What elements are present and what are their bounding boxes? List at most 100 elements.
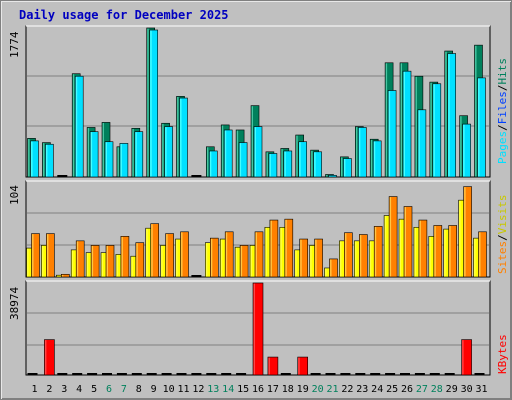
pages-bar bbox=[89, 131, 99, 178]
x-tick-label: 27 bbox=[416, 384, 428, 395]
kbytes-bar bbox=[444, 373, 455, 375]
sites-bar bbox=[105, 245, 115, 278]
pages-bar bbox=[283, 150, 293, 178]
kbytes-bar bbox=[191, 373, 202, 375]
sites-bar bbox=[478, 231, 487, 278]
pages-bar bbox=[134, 131, 144, 178]
zero-bar bbox=[57, 175, 68, 177]
x-tick-label: 31 bbox=[475, 384, 487, 395]
x-tick-label: 1 bbox=[31, 384, 37, 395]
x-tick-label: 3 bbox=[61, 384, 67, 395]
x-tick-label: 15 bbox=[237, 384, 249, 395]
sites-bar bbox=[358, 234, 368, 278]
pages-bar bbox=[313, 151, 322, 178]
x-tick-label: 24 bbox=[371, 384, 383, 395]
x-tick-label: 22 bbox=[341, 384, 353, 395]
x-tick-label: 5 bbox=[91, 384, 97, 395]
x-tick-label: 11 bbox=[177, 384, 189, 395]
sites-bar bbox=[150, 223, 159, 278]
kbytes-bar bbox=[385, 373, 396, 375]
kbytes-bar bbox=[325, 373, 336, 375]
kbytes-bar bbox=[355, 373, 366, 375]
pages-bar bbox=[477, 77, 486, 178]
kbytes-bar bbox=[280, 373, 291, 375]
pages-bar bbox=[328, 175, 337, 178]
zero-bar bbox=[191, 175, 202, 177]
kbytes-ymax-label: 38974 bbox=[8, 287, 21, 320]
pages-bar bbox=[223, 129, 233, 178]
pages-bar bbox=[179, 97, 188, 178]
legend-part: Files bbox=[496, 91, 509, 124]
pages-bar bbox=[387, 90, 397, 178]
hits-right-legend: Pages/Files/Hits bbox=[496, 58, 509, 164]
pages-bar bbox=[164, 126, 173, 178]
x-tick-label: 19 bbox=[297, 384, 309, 395]
x-tick-label: 7 bbox=[121, 384, 127, 395]
kbytes-bar bbox=[267, 356, 279, 376]
kbytes-bar bbox=[236, 373, 247, 375]
kbytes-bar bbox=[221, 373, 232, 375]
kbytes-bar bbox=[161, 373, 172, 375]
legend-part: Visits bbox=[496, 195, 509, 235]
kbytes-bar bbox=[57, 373, 68, 375]
x-tick-label: 6 bbox=[106, 384, 112, 395]
x-tick-label: 30 bbox=[461, 384, 473, 395]
legend-part: Sites bbox=[496, 241, 509, 274]
sites-bar bbox=[448, 225, 458, 278]
sites-bar bbox=[403, 206, 413, 278]
sites-bar bbox=[299, 238, 309, 278]
x-tick-label: 23 bbox=[356, 384, 368, 395]
x-tick-label: 8 bbox=[136, 384, 142, 395]
kbytes-bar bbox=[340, 373, 351, 375]
x-tick-label: 10 bbox=[163, 384, 175, 395]
x-tick-label: 14 bbox=[222, 384, 234, 395]
x-tick-label: 26 bbox=[401, 384, 413, 395]
sites-bar bbox=[239, 245, 249, 278]
pages-bar bbox=[253, 126, 263, 178]
sites-bar bbox=[31, 233, 40, 278]
pages-bar bbox=[462, 123, 471, 178]
x-tick-label: 29 bbox=[446, 384, 458, 395]
x-tick-label: 17 bbox=[267, 384, 279, 395]
kbytes-bar bbox=[400, 373, 410, 375]
kbytes-bar bbox=[27, 373, 38, 375]
sites-bar bbox=[90, 245, 100, 278]
sites-bar bbox=[463, 186, 472, 278]
kbytes-bar bbox=[116, 373, 127, 375]
visits-right-legend: Sites/Visits bbox=[496, 195, 509, 275]
legend-part: / bbox=[496, 234, 509, 241]
hits-ymax-label: 1774 bbox=[8, 31, 21, 58]
kbytes-bar bbox=[102, 373, 112, 375]
chart-title: Daily usage for December 2025 bbox=[19, 8, 229, 22]
sites-bar bbox=[418, 219, 428, 278]
zero-bar bbox=[191, 275, 202, 277]
x-tick-label: 4 bbox=[76, 384, 82, 395]
sites-bar bbox=[433, 225, 443, 278]
kbytes-bar bbox=[206, 373, 217, 375]
x-tick-label: 2 bbox=[46, 384, 52, 395]
kbytes-bar bbox=[176, 373, 187, 375]
x-tick-label: 12 bbox=[192, 384, 204, 395]
kbytes-bar bbox=[414, 373, 425, 375]
pages-bar bbox=[209, 150, 218, 178]
sites-bar bbox=[269, 219, 279, 278]
sites-bar bbox=[388, 196, 398, 278]
sites-bar bbox=[180, 231, 189, 278]
pages-bar bbox=[372, 140, 382, 178]
legend-part: Hits bbox=[496, 58, 509, 85]
sites-bar bbox=[329, 258, 338, 278]
pages-bar bbox=[238, 142, 248, 178]
sites-bar bbox=[75, 240, 85, 278]
legend-part: / bbox=[496, 124, 509, 131]
pages-bar bbox=[417, 109, 427, 178]
pages-bar bbox=[298, 141, 308, 178]
x-tick-label: 25 bbox=[386, 384, 398, 395]
kbytes-bar bbox=[370, 373, 381, 375]
kbytes-bar bbox=[461, 339, 472, 376]
pages-bar bbox=[432, 83, 442, 178]
sites-bar bbox=[224, 231, 234, 278]
x-tick-label: 21 bbox=[326, 384, 338, 395]
pages-bar bbox=[268, 153, 278, 178]
kbytes-bar bbox=[131, 373, 142, 375]
kbytes-bar bbox=[474, 373, 485, 375]
